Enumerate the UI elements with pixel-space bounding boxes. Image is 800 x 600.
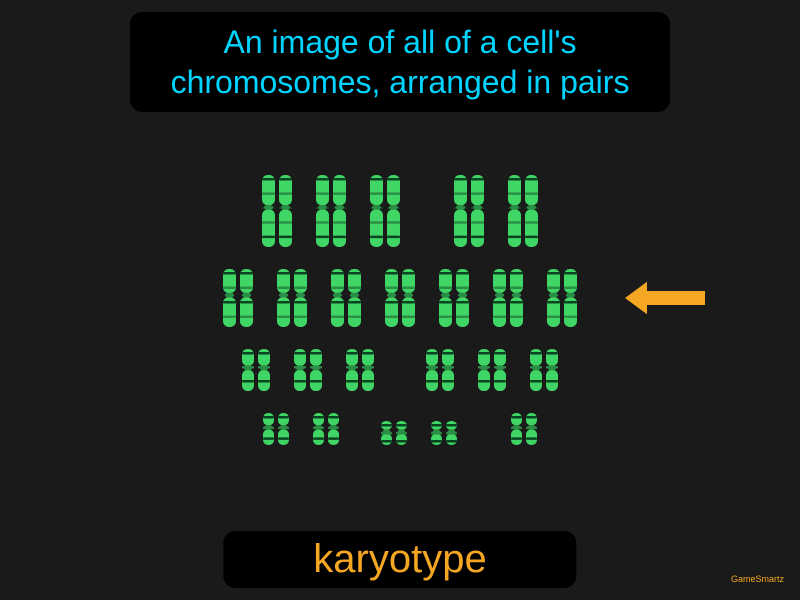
- chromosome-icon: [313, 413, 324, 445]
- chromosome-icon: [223, 269, 236, 327]
- chromosome-icon: [547, 269, 560, 327]
- chromosome-pair: [242, 349, 270, 391]
- chromosome-pair: [263, 413, 289, 445]
- chromosome-pair: [294, 349, 322, 391]
- chromosome-row: [170, 349, 630, 391]
- chromosome-pair: [547, 269, 577, 327]
- chromosome-row: [170, 175, 630, 247]
- definition-text: An image of all of a cell's chromosomes,…: [158, 22, 642, 102]
- chromosome-icon: [294, 269, 307, 327]
- attribution-text: GameSmartz: [731, 574, 784, 584]
- chromosome-icon: [396, 421, 407, 445]
- chromosome-icon: [381, 421, 392, 445]
- chromosome-icon: [510, 269, 523, 327]
- chromosome-icon: [240, 269, 253, 327]
- chromosome-icon: [316, 175, 329, 247]
- chromosome-pair: [511, 413, 537, 445]
- chromosome-icon: [478, 349, 490, 391]
- chromosome-icon: [493, 269, 506, 327]
- chromosome-icon: [402, 269, 415, 327]
- chromosome-icon: [456, 269, 469, 327]
- chromosome-icon: [279, 175, 292, 247]
- chromosome-icon: [426, 349, 438, 391]
- chromosome-pair: [313, 413, 339, 445]
- chromosome-icon: [431, 421, 442, 445]
- chromosome-icon: [530, 349, 542, 391]
- chromosome-pair: [370, 175, 400, 247]
- term-box: karyotype: [223, 531, 576, 588]
- chromosome-pair: [493, 269, 523, 327]
- chromosome-icon: [331, 269, 344, 327]
- chromosome-icon: [546, 349, 558, 391]
- chromosome-row: [170, 413, 630, 445]
- chromosome-icon: [294, 349, 306, 391]
- chromosome-icon: [511, 413, 522, 445]
- chromosome-icon: [262, 175, 275, 247]
- chromosome-icon: [526, 413, 537, 445]
- chromosome-icon: [508, 175, 521, 247]
- chromosome-icon: [494, 349, 506, 391]
- definition-box: An image of all of a cell's chromosomes,…: [130, 12, 670, 112]
- chromosome-icon: [348, 269, 361, 327]
- term-text: karyotype: [313, 537, 486, 582]
- chromosome-pair: [381, 421, 407, 445]
- chromosome-icon: [454, 175, 467, 247]
- chromosome-pair: [385, 269, 415, 327]
- chromosome-pair: [316, 175, 346, 247]
- chromosome-icon: [242, 349, 254, 391]
- chromosome-icon: [446, 421, 457, 445]
- chromosome-icon: [525, 175, 538, 247]
- chromosome-pair: [530, 349, 558, 391]
- chromosome-icon: [263, 413, 274, 445]
- chromosome-icon: [439, 269, 452, 327]
- chromosome-pair: [454, 175, 484, 247]
- chromosome-icon: [385, 269, 398, 327]
- chromosome-icon: [277, 269, 290, 327]
- chromosome-icon: [362, 349, 374, 391]
- chromosome-row: [170, 269, 630, 327]
- chromosome-icon: [310, 349, 322, 391]
- chromosome-icon: [442, 349, 454, 391]
- chromosome-pair: [346, 349, 374, 391]
- chromosome-pair: [478, 349, 506, 391]
- chromosome-icon: [278, 413, 289, 445]
- chromosome-pair: [223, 269, 253, 327]
- karyotype-diagram: [170, 175, 630, 515]
- chromosome-icon: [333, 175, 346, 247]
- chromosome-icon: [471, 175, 484, 247]
- chromosome-pair: [426, 349, 454, 391]
- chromosome-icon: [258, 349, 270, 391]
- chromosome-pair: [508, 175, 538, 247]
- chromosome-icon: [328, 413, 339, 445]
- chromosome-pair: [439, 269, 469, 327]
- chromosome-icon: [370, 175, 383, 247]
- pointer-arrow-icon: [625, 280, 705, 321]
- chromosome-pair: [431, 421, 457, 445]
- chromosome-icon: [564, 269, 577, 327]
- chromosome-icon: [387, 175, 400, 247]
- chromosome-pair: [277, 269, 307, 327]
- chromosome-pair: [262, 175, 292, 247]
- chromosome-icon: [346, 349, 358, 391]
- chromosome-pair: [331, 269, 361, 327]
